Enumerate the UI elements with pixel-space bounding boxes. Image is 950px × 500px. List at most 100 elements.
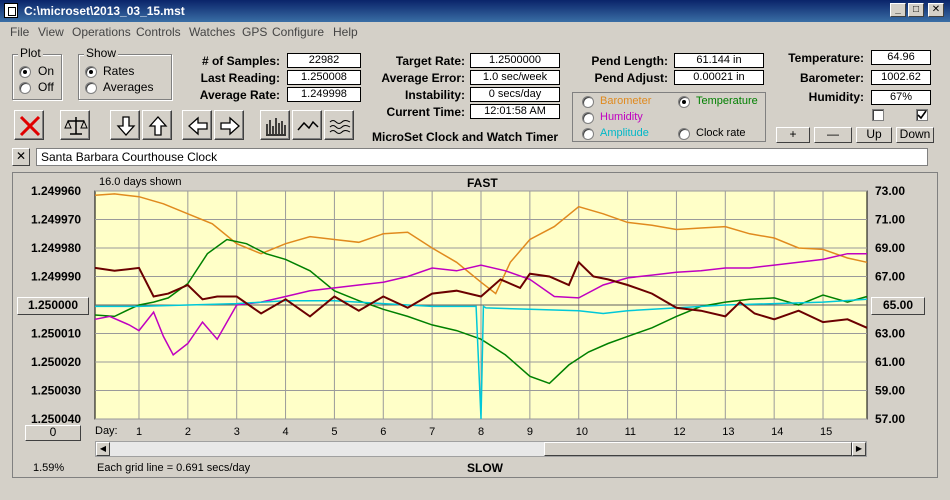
left-axis-tick-label: 1.249980: [31, 241, 81, 255]
barometer-reading-value: 1002.62: [871, 70, 931, 85]
scroll-left-button[interactable]: ◀: [96, 442, 110, 456]
pend-adjust-label: Pend Adjust:: [594, 71, 668, 85]
pend-length-value[interactable]: 61.144 in: [674, 53, 764, 68]
histogram-button[interactable]: [260, 110, 290, 140]
series-line-clock-rate: [94, 260, 868, 329]
arrow-right-icon: [220, 116, 240, 136]
right-axis-tick-label: 71.00: [875, 213, 905, 227]
day-tick-label: 13: [722, 426, 734, 438]
left-axis-tick-label: 1.250020: [31, 355, 81, 369]
scroll-right-icon: ▶: [855, 444, 863, 453]
instability-label: Instability:: [404, 88, 465, 102]
left-axis-tick-label: 1.249960: [31, 184, 81, 198]
minimize-icon: _: [895, 4, 901, 15]
maximize-button[interactable]: □: [908, 3, 924, 17]
show-averages-radio[interactable]: [85, 82, 97, 94]
wave-graph-button[interactable]: [324, 110, 354, 140]
plot-on-radio[interactable]: [19, 66, 31, 78]
clear-clock-name-button[interactable]: ✕: [12, 148, 30, 166]
menu-file[interactable]: File: [10, 25, 30, 39]
series-line-amplitude: [95, 298, 868, 420]
scale-down-button[interactable]: Down: [896, 127, 934, 143]
average-rate-label: Average Rate:: [199, 88, 280, 102]
scroll-left-icon: ◀: [99, 444, 107, 453]
balance-scale-icon: [64, 117, 88, 135]
line-graph-button[interactable]: [292, 110, 322, 140]
day-tick-label: 7: [429, 426, 435, 438]
plot-off-radio[interactable]: [19, 82, 31, 94]
day-tick-label: 8: [478, 426, 484, 438]
arrow-up-button[interactable]: [142, 110, 172, 140]
option-checkbox-2[interactable]: [916, 109, 928, 121]
close-icon: ✕: [931, 4, 941, 15]
clock-rate-label: Clock rate: [696, 127, 746, 139]
option-checkbox-1[interactable]: [872, 109, 884, 121]
humidity-radio[interactable]: [582, 112, 594, 124]
current-time-value: 12:01:58 AM: [470, 104, 560, 119]
right-center-button[interactable]: 65.00: [871, 297, 925, 315]
target-rate-label: Target Rate:: [395, 54, 465, 68]
close-button[interactable]: ✕: [928, 3, 944, 17]
balance-button[interactable]: [60, 110, 90, 140]
chart-panel: 16.0 days shown FAST SLOW 1.59% Each gri…: [12, 172, 938, 478]
scale-minus-button[interactable]: —: [814, 127, 852, 143]
slow-label: SLOW: [467, 461, 503, 475]
day-tick-label: 14: [771, 426, 783, 438]
humidity-reading-value: 67%: [871, 90, 931, 105]
left-axis-tick-label: 1.250010: [31, 327, 81, 341]
clock-name-field[interactable]: Santa Barbara Courthouse Clock: [36, 148, 928, 166]
arrow-left-button[interactable]: [182, 110, 212, 140]
menu-controls[interactable]: Controls: [136, 25, 181, 39]
day-tick-label: 2: [185, 426, 191, 438]
scale-up-button[interactable]: Up: [856, 127, 892, 143]
temperature-label: Temperature: [696, 95, 758, 107]
app-icon[interactable]: [4, 3, 18, 18]
average-error-value: 1.0 sec/week: [470, 70, 560, 85]
menu-view[interactable]: View: [38, 25, 64, 39]
menu-gps[interactable]: GPS: [242, 25, 268, 39]
series-line-humidity: [94, 252, 867, 357]
arrow-left-icon: [188, 116, 208, 136]
average-rate-value: 1.249998: [287, 87, 361, 102]
scroll-right-button[interactable]: ▶: [852, 442, 866, 456]
histogram-icon: [266, 118, 286, 136]
arrow-up-icon: [148, 116, 168, 136]
temperature-radio[interactable]: [678, 96, 690, 108]
temperature-reading-value: 64.96: [871, 50, 931, 65]
left-axis-tick-label: 1.249970: [31, 213, 81, 227]
clock-rate-radio[interactable]: [678, 128, 690, 140]
humidity-label: Humidity: [600, 111, 643, 123]
menu-configure[interactable]: Configure: [272, 25, 325, 39]
arrow-down-icon: [116, 116, 136, 136]
arrow-down-button[interactable]: [110, 110, 140, 140]
arrow-right-button[interactable]: [214, 110, 244, 140]
day-tick-label: 15: [820, 426, 832, 438]
temperature-reading-label: Temperature:: [788, 51, 864, 65]
plot-group: [12, 54, 62, 100]
scroll-thumb[interactable]: [544, 442, 852, 456]
menu-operations[interactable]: Operations: [72, 25, 131, 39]
day-axis-label: Day:: [95, 425, 118, 437]
amplitude-radio[interactable]: [582, 128, 594, 140]
series-line-temperature: [94, 238, 868, 385]
scale-plus-button[interactable]: +: [776, 127, 810, 143]
show-rates-radio[interactable]: [85, 66, 97, 78]
maximize-icon: □: [912, 4, 920, 15]
day-tick-label: 1: [136, 426, 142, 438]
target-rate-value[interactable]: 1.2500000: [470, 53, 560, 68]
stop-button[interactable]: [14, 110, 44, 140]
day-offset-button[interactable]: 0: [25, 425, 81, 441]
wave-graph-icon: [329, 120, 351, 134]
chart-scrollbar[interactable]: ◀ ▶: [95, 441, 867, 457]
plot-on-label: On: [38, 64, 55, 78]
left-center-button[interactable]: 1.250000: [17, 297, 89, 315]
line-graph-icon: [297, 120, 319, 131]
menu-help[interactable]: Help: [333, 25, 358, 39]
menu-watches[interactable]: Watches: [189, 25, 236, 39]
left-axis-tick-label: 1.250030: [31, 384, 81, 398]
humidity-reading-label: Humidity:: [808, 90, 864, 104]
check-icon: [917, 110, 927, 120]
title-bar[interactable]: C:\microset\2013_03_15.mst _ □ ✕: [0, 0, 950, 22]
barometer-radio[interactable]: [582, 96, 594, 108]
minimize-button[interactable]: _: [890, 3, 906, 17]
